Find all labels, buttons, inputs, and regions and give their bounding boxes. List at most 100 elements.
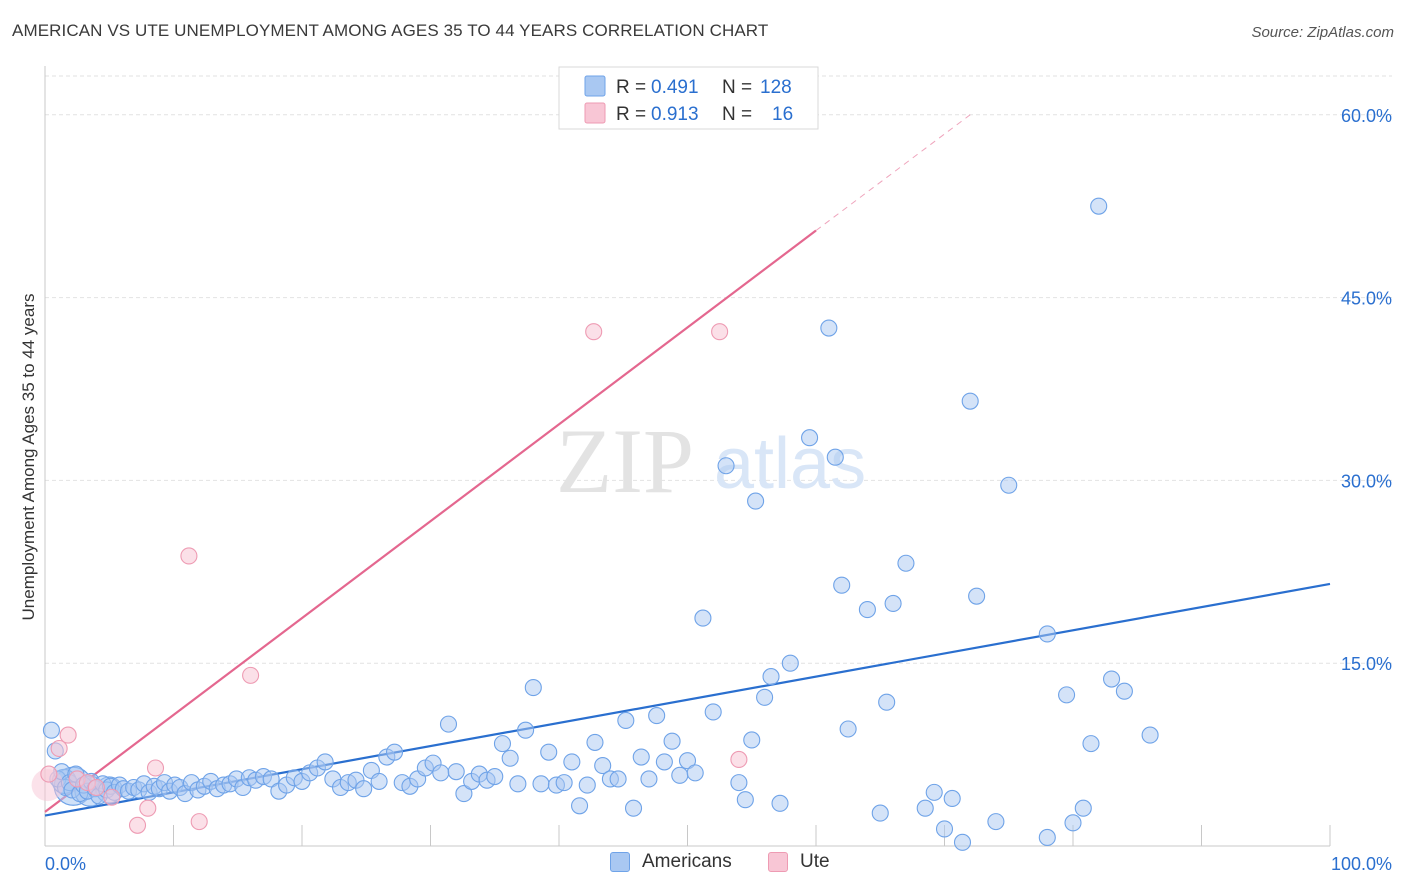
americans-point-66: [432, 764, 450, 782]
americans-point-123: [935, 820, 954, 838]
americans-point-96: [663, 732, 681, 750]
americans-point-138: [987, 813, 1005, 831]
americans-point-121: [916, 799, 934, 817]
y-tick-label-3: 60.0%: [1341, 106, 1392, 126]
legend-swatch-americans: [610, 852, 630, 872]
americans-point-133: [1074, 799, 1092, 817]
ute-point-0: [40, 765, 58, 783]
americans-point-78: [524, 679, 542, 697]
y-tick-label-2: 45.0%: [1341, 289, 1392, 309]
stats-legend: R = 0.491 N = 128 R = 0.913 N = 16: [558, 66, 819, 130]
watermark-atlas: atlas: [714, 424, 866, 504]
ute-point-1: [50, 739, 68, 758]
americans-point-113: [826, 448, 844, 466]
americans-point-139: [953, 833, 972, 851]
stats-r-value-ute: 0.913: [651, 104, 699, 125]
americans-point-112: [820, 319, 838, 337]
americans-point-91: [624, 799, 643, 817]
americans-point-58: [370, 772, 388, 790]
stats-r-value-americans: 0.491: [651, 77, 699, 98]
americans-point-125: [968, 587, 986, 605]
americans-point-116: [858, 601, 876, 619]
americans-point-60: [385, 743, 404, 761]
stats-n-label-ute: N =: [722, 104, 752, 125]
watermark-zip: ZIP: [556, 410, 694, 512]
americans-point-89: [609, 770, 627, 788]
legend-item-ute[interactable]: Ute: [768, 851, 830, 873]
americans-point-136: [1115, 682, 1133, 700]
americans-point-129: [961, 392, 979, 410]
americans-point-95: [655, 753, 673, 771]
legend-label-ute: Ute: [800, 851, 830, 872]
y-tick-label-1: 30.0%: [1341, 471, 1392, 491]
stats-n-value-ute: 16: [772, 104, 793, 125]
ute-point-5: [87, 778, 105, 797]
source-label: Source: ZipAtlas.com: [1251, 24, 1394, 41]
ute-point-2: [59, 726, 77, 744]
legend-label-americans: Americans: [642, 851, 732, 872]
americans-point-84: [571, 797, 589, 815]
americans-point-118: [878, 693, 896, 711]
americans-point-56: [355, 780, 373, 798]
x-tick-label-max: 100.0%: [1331, 854, 1392, 874]
ute-point-6: [103, 788, 121, 806]
americans-point-104: [736, 791, 754, 809]
americans-point-92: [632, 748, 650, 766]
ute-point-7: [128, 816, 147, 834]
ute-trend-line: [44, 229, 817, 813]
stats-swatch-americans: [584, 75, 606, 97]
americans-point-122: [925, 783, 943, 801]
americans-point-75: [501, 749, 519, 767]
americans-point-0: [42, 721, 60, 739]
grid-lines: [45, 75, 1392, 664]
americans-point-44: [262, 770, 280, 788]
ute-point-11: [190, 813, 208, 831]
stats-n-label-americans: N =: [722, 77, 752, 98]
americans-point-99: [686, 764, 704, 782]
americans-point-132: [1058, 686, 1076, 704]
americans-point-109: [771, 794, 789, 812]
y-axis-label: Unemployment Among Ages 35 to 44 years: [19, 294, 38, 621]
watermark: ZIP atlas: [556, 410, 866, 512]
ute-point-9: [146, 759, 165, 777]
americans-point-130: [1000, 476, 1018, 494]
americans-point-87: [594, 757, 612, 775]
americans-point-119: [884, 594, 902, 613]
americans-point-128: [1090, 197, 1108, 215]
ute-trend-extension: [815, 114, 971, 231]
americans-point-77: [517, 721, 535, 739]
americans-point-131: [1038, 625, 1056, 643]
americans-point-134: [1082, 735, 1100, 753]
americans-point-100: [694, 609, 712, 627]
americans-point-67: [439, 715, 458, 733]
americans-point-114: [833, 576, 851, 594]
data-points: [31, 197, 1159, 851]
americans-point-51: [316, 753, 334, 771]
americans-point-82: [555, 774, 573, 792]
ute-point-15: [730, 750, 748, 769]
ute-point-12: [242, 666, 260, 684]
americans-point-94: [648, 707, 666, 725]
americans-point-124: [943, 789, 961, 808]
americans-point-93: [640, 770, 658, 788]
americans-point-80: [540, 743, 558, 761]
americans-point-111: [801, 429, 819, 447]
americans-point-74: [493, 735, 512, 753]
americans-point-107: [756, 688, 774, 706]
americans-point-101: [704, 703, 722, 721]
americans-point-110: [781, 654, 799, 672]
americans-point-120: [897, 554, 915, 572]
americans-point-86: [586, 733, 604, 751]
axes: [44, 66, 1331, 847]
americans-point-137: [1141, 726, 1159, 744]
americans-point-97: [671, 766, 689, 784]
ute-point-10: [180, 547, 198, 565]
stats-r-label-ute: R =: [616, 104, 646, 125]
legend-item-americans[interactable]: Americans: [610, 851, 732, 873]
americans-point-135: [1103, 670, 1121, 688]
americans-point-90: [617, 711, 635, 730]
americans-point-98: [678, 752, 697, 770]
chart-title: AMERICAN VS UTE UNEMPLOYMENT AMONG AGES …: [12, 21, 769, 40]
ute-point-14: [711, 323, 729, 341]
